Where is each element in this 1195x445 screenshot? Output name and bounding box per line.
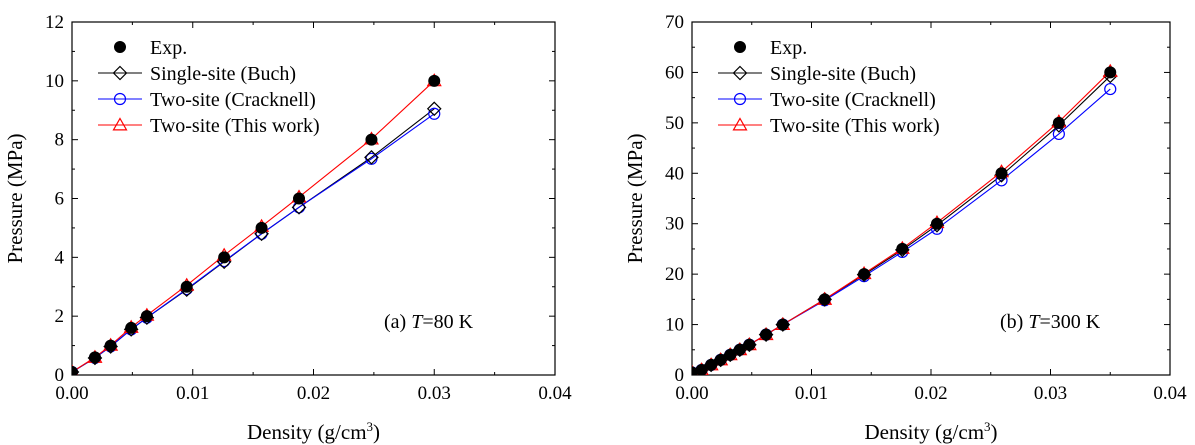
legend-label: Exp.: [150, 37, 187, 59]
data-point-filled-circle-marker: [930, 217, 943, 230]
y-tick-label: 20: [665, 264, 684, 285]
x-tick-label: 0.02: [914, 383, 947, 404]
data-point-filled-circle-marker: [858, 268, 871, 281]
x-axis-label-text: Density (g/cm: [247, 420, 367, 444]
y-tick-label: 30: [665, 214, 684, 235]
data-point-filled-circle-marker: [365, 133, 378, 146]
x-tick-label: 0.02: [297, 383, 330, 404]
data-point-filled-circle-marker: [705, 358, 718, 371]
data-point-filled-circle-marker: [180, 280, 193, 293]
data-point-filled-circle-marker: [125, 321, 138, 334]
x-axis-label-close: ): [373, 420, 380, 444]
legend: Exp. Single-site (Buch) Two-site (Cracknel…: [718, 37, 940, 137]
legend-open-triangle-marker: [732, 117, 748, 131]
x-axis-label: Density (g/cm3): [864, 419, 997, 444]
x-tick-label: 0.00: [675, 383, 708, 404]
panel-annotation-value: =300 K: [1039, 311, 1100, 333]
y-axis-label: Pressure (MPa): [3, 133, 27, 263]
data-point-filled-circle-marker: [104, 339, 117, 352]
y-tick-label: 2: [55, 306, 65, 327]
y-tick-label: 0: [675, 365, 685, 386]
y-tick-label: 10: [45, 71, 64, 92]
x-axis-label-superscript: 3: [984, 419, 991, 434]
chart-panel-b: 0.00 0.01 0.02 0.03 0.04 0 10 20 30 40 50 60 70 Densi…: [623, 12, 1187, 444]
x-axis-label-text: Density (g/cm: [864, 420, 984, 444]
data-point-filled-circle-marker: [695, 363, 708, 375]
x-axis-label: Density (g/cm3): [247, 419, 380, 444]
y-tick-label: 8: [55, 130, 65, 151]
data-point-filled-circle-marker: [995, 167, 1008, 180]
data-point-filled-circle-marker: [743, 338, 756, 351]
legend-open-triangle-marker: [112, 117, 128, 131]
legend: Exp. Single-site (Buch) Two-site (Cracknel…: [98, 37, 320, 137]
legend-label: Two-site (Cracknell): [770, 89, 936, 111]
data-point-filled-circle-marker: [140, 310, 153, 323]
data-layer: [692, 63, 1118, 375]
y-tick-label: 60: [665, 62, 684, 83]
legend-label: Two-site (This work): [770, 115, 940, 137]
legend-open-circle-marker: [733, 92, 747, 106]
data-point-filled-circle-marker: [88, 351, 101, 364]
data-point-open-diamond-marker: [291, 199, 307, 215]
data-point-filled-circle-marker: [428, 74, 441, 87]
legend-label: Two-site (Cracknell): [150, 89, 316, 111]
y-tick-label: 0: [55, 365, 65, 386]
chart-panel-a: 0.00 0.01 0.02 0.03 0.04 0 2 4 6 8 10 12 Density (g/…: [3, 12, 572, 444]
x-tick-label: 0.04: [1153, 383, 1187, 404]
data-point-filled-circle-marker: [714, 353, 727, 366]
data-point-filled-circle-marker: [72, 366, 78, 375]
x-tick-label: 0.03: [1034, 383, 1067, 404]
y-tick-label: 12: [45, 12, 64, 33]
data-point-filled-circle-marker: [293, 192, 306, 205]
panel-annotation: (b) T=300 K: [1000, 311, 1101, 333]
data-point-filled-circle-marker: [1052, 116, 1065, 129]
x-tick-label: 0.03: [418, 383, 451, 404]
x-tick-label: 0.01: [795, 383, 828, 404]
y-tick-label: 70: [665, 12, 684, 33]
data-point-filled-circle-marker: [255, 221, 268, 234]
panel-annotation-T: T: [1028, 311, 1041, 333]
data-point-open-diamond-marker: [364, 149, 379, 165]
x-tick-label: 0.01: [176, 383, 209, 404]
legend-label: Single-site (Buch): [150, 63, 296, 85]
data-point-filled-circle-marker: [818, 293, 831, 306]
legend-open-diamond-marker: [732, 65, 748, 81]
panel-annotation-value: =80 K: [422, 311, 473, 333]
y-tick-label: 4: [55, 247, 65, 268]
x-axis-label-superscript: 3: [367, 419, 374, 434]
panel-annotation-T: T: [411, 311, 424, 333]
y-tick-label: 40: [665, 163, 684, 184]
data-point-open-diamond-marker: [426, 101, 442, 117]
data-point-filled-circle-marker: [896, 242, 909, 255]
y-tick-label: 50: [665, 113, 684, 134]
panel-annotation: (a) T=80 K: [384, 311, 474, 333]
data-point-filled-circle-marker: [776, 318, 789, 331]
panel-annotation-label: (a): [384, 311, 411, 333]
legend-filled-circle-marker: [734, 41, 746, 53]
data-point-filled-circle-marker: [218, 251, 231, 264]
data-point-filled-circle-marker: [1104, 66, 1117, 79]
legend-label: Single-site (Buch): [770, 63, 916, 85]
legend-label: Exp.: [770, 37, 807, 59]
panel-annotation-label: (b): [1000, 311, 1028, 333]
data-point-filled-circle-marker: [760, 328, 773, 341]
data-point-open-circle-marker: [428, 107, 441, 120]
data-point-filled-circle-marker: [733, 343, 746, 356]
data-point-open-circle-marker: [1104, 82, 1117, 96]
y-tick-label: 10: [665, 315, 684, 336]
x-tick-label: 0.04: [538, 383, 572, 404]
y-tick-label: 6: [55, 189, 65, 210]
data-point-filled-circle-marker: [724, 348, 737, 361]
x-axis-label-close: ): [991, 420, 998, 444]
legend-open-diamond-marker: [112, 65, 128, 81]
legend-open-circle-marker: [113, 92, 127, 106]
y-axis-label: Pressure (MPa): [623, 133, 647, 263]
data-layer: [72, 73, 442, 375]
series-line-2: [72, 113, 435, 373]
legend-filled-circle-marker: [114, 41, 126, 53]
legend-label: Two-site (This work): [150, 115, 320, 137]
x-tick-label: 0.00: [55, 383, 88, 404]
